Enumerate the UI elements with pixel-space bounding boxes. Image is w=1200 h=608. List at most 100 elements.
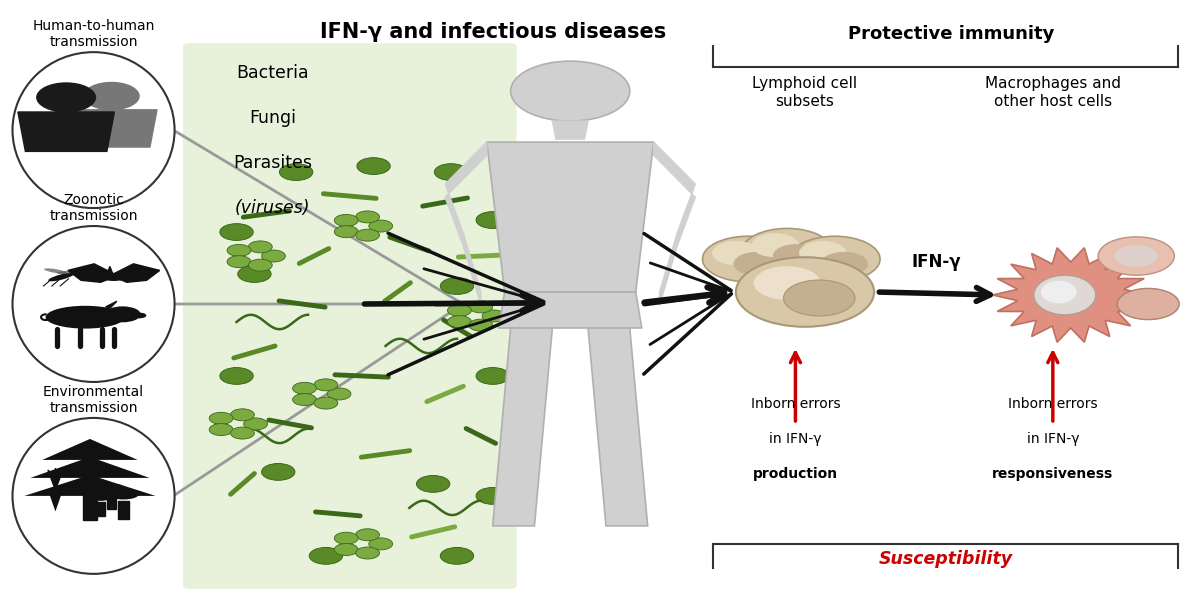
Circle shape [209,424,233,435]
Circle shape [220,368,253,384]
Circle shape [712,241,760,265]
Polygon shape [30,457,150,478]
Ellipse shape [1033,275,1096,315]
Circle shape [36,82,96,112]
Circle shape [821,252,868,276]
Circle shape [482,310,506,322]
Circle shape [227,256,251,268]
Circle shape [293,382,317,395]
Text: Fungi: Fungi [248,109,295,127]
Circle shape [736,257,874,326]
Ellipse shape [108,489,139,500]
Circle shape [434,164,468,181]
Text: Susceptibility: Susceptibility [878,550,1013,568]
Polygon shape [48,490,62,511]
Ellipse shape [101,273,127,281]
Polygon shape [552,121,588,139]
Circle shape [469,301,493,313]
Circle shape [280,164,313,181]
Circle shape [754,266,821,300]
Circle shape [355,211,379,223]
Circle shape [1098,237,1175,275]
Ellipse shape [44,268,67,274]
Circle shape [310,547,343,564]
Circle shape [230,427,254,439]
Ellipse shape [104,306,140,322]
Polygon shape [68,264,114,282]
Circle shape [238,266,271,282]
Polygon shape [588,328,648,526]
Ellipse shape [12,418,174,574]
Polygon shape [487,142,654,292]
Circle shape [262,463,295,480]
Text: (viruses): (viruses) [234,199,310,217]
Polygon shape [107,266,113,273]
Circle shape [511,61,630,121]
Polygon shape [499,292,642,328]
Circle shape [476,368,510,384]
FancyBboxPatch shape [182,43,516,589]
Circle shape [356,157,390,174]
Text: Protective immunity: Protective immunity [848,25,1055,43]
Circle shape [368,538,392,550]
Polygon shape [445,142,487,305]
Polygon shape [118,501,130,519]
Polygon shape [24,475,156,496]
Circle shape [790,237,880,282]
Circle shape [220,224,253,240]
Polygon shape [101,109,121,110]
Circle shape [244,418,268,430]
Ellipse shape [133,313,146,319]
Ellipse shape [98,483,125,492]
Polygon shape [114,264,160,282]
Circle shape [476,488,510,504]
Text: Human-to-human
transmission: Human-to-human transmission [32,19,155,49]
Circle shape [1117,288,1180,320]
Circle shape [469,319,493,331]
Polygon shape [106,301,116,308]
Circle shape [293,393,317,406]
Circle shape [476,212,510,229]
Ellipse shape [89,492,113,501]
Circle shape [328,388,350,400]
Circle shape [335,532,358,544]
Circle shape [416,475,450,492]
Circle shape [702,237,793,282]
Circle shape [799,241,847,265]
Text: IFN-γ and infectious diseases: IFN-γ and infectious diseases [319,22,666,42]
Polygon shape [42,439,138,460]
Text: Inborn errors: Inborn errors [1008,397,1098,411]
Text: responsiveness: responsiveness [992,466,1114,480]
Text: in IFN-γ: in IFN-γ [769,432,822,446]
Ellipse shape [48,273,74,282]
Polygon shape [493,328,552,526]
Circle shape [742,229,833,274]
Text: in IFN-γ: in IFN-γ [1026,432,1079,446]
Polygon shape [96,502,104,516]
Circle shape [355,547,379,559]
Circle shape [355,229,379,241]
Polygon shape [53,470,62,490]
Circle shape [773,244,821,268]
Circle shape [733,252,781,276]
Circle shape [83,82,139,110]
Text: Parasites: Parasites [233,154,312,172]
Circle shape [368,220,392,232]
Polygon shape [83,487,97,520]
Text: IFN-γ: IFN-γ [911,253,961,271]
Circle shape [248,259,272,271]
Text: Bacteria: Bacteria [236,64,308,82]
Circle shape [209,412,233,424]
Text: production: production [752,466,838,480]
Text: Macrophages and
other host cells: Macrophages and other host cells [985,76,1121,108]
Text: Environmental
transmission: Environmental transmission [43,385,144,415]
Polygon shape [654,142,695,305]
Circle shape [1115,245,1158,267]
Circle shape [262,250,286,262]
Ellipse shape [56,271,78,274]
Ellipse shape [1040,281,1076,303]
Circle shape [448,316,472,328]
Circle shape [784,280,856,316]
Ellipse shape [12,226,174,382]
Circle shape [335,226,358,238]
